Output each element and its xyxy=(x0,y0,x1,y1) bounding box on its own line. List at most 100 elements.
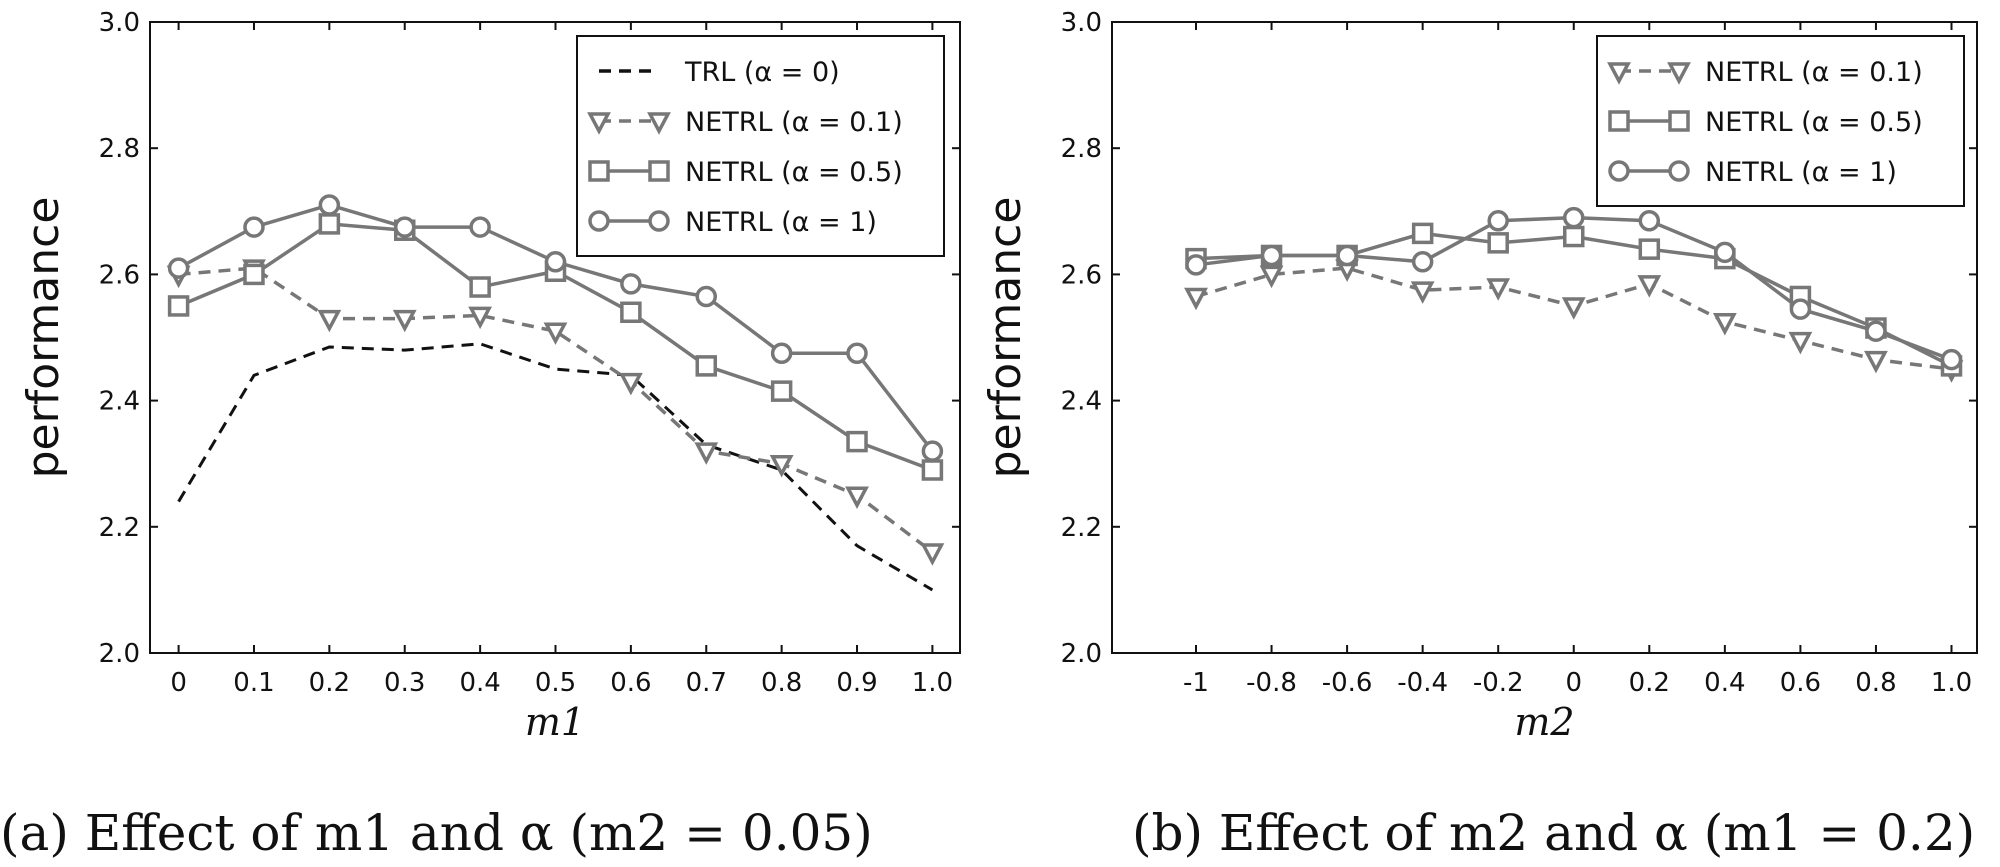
x-tick-label: 0.3 xyxy=(384,668,425,698)
marker-triangle xyxy=(1712,312,1737,336)
x-tick-label: 0.4 xyxy=(1704,668,1745,698)
marker-circle xyxy=(846,342,868,365)
x-tick-label: 0.8 xyxy=(1855,668,1896,698)
series-1 xyxy=(1184,259,1964,383)
marker-triangle xyxy=(1561,297,1586,320)
marker-triangle xyxy=(845,486,869,509)
x-tick-label: 0.7 xyxy=(686,668,727,698)
x-tick-label: 0.2 xyxy=(1629,668,1670,698)
x-tick-label: -1 xyxy=(1183,668,1209,698)
x-tick-label: 0.9 xyxy=(836,668,877,698)
marker-circle xyxy=(1789,298,1812,320)
marker-triangle xyxy=(392,309,417,333)
series-2 xyxy=(166,259,945,566)
marker-triangle xyxy=(1788,331,1813,355)
marker-triangle xyxy=(920,543,945,566)
marker-triangle xyxy=(1607,62,1631,85)
marker-square xyxy=(1411,222,1434,245)
legend-label: NETRL (α = 0.1) xyxy=(1705,57,1923,88)
x-tick-label: 0.4 xyxy=(459,668,500,698)
x-tick-label: 1.0 xyxy=(912,668,953,698)
x-tick-label: -0.4 xyxy=(1397,668,1448,698)
marker-triangle xyxy=(1184,287,1208,311)
marker-square xyxy=(1487,232,1509,254)
marker-triangle xyxy=(1637,275,1662,298)
y-tick-label: 2.0 xyxy=(99,639,140,669)
y-tick-label: 2.8 xyxy=(99,134,140,164)
x-tick-label: -0.6 xyxy=(1322,668,1373,698)
y-tick-label: 2.0 xyxy=(1061,639,1102,669)
marker-triangle xyxy=(1864,350,1888,374)
marker-circle xyxy=(1185,254,1207,276)
y-tick-label: 2.4 xyxy=(1061,387,1102,417)
marker-square xyxy=(1668,110,1690,132)
marker-square xyxy=(243,263,265,286)
marker-circle xyxy=(648,210,670,232)
legend-label: NETRL (α = 0.1) xyxy=(685,107,903,138)
y-tick-label: 2.4 xyxy=(99,387,140,417)
y-tick-label: 2.2 xyxy=(99,513,140,543)
series-1 xyxy=(177,342,934,592)
marker-square xyxy=(469,276,491,298)
x-tick-label: 0.2 xyxy=(309,668,350,698)
marker-circle xyxy=(544,251,567,273)
x-tick-label: 0 xyxy=(170,668,187,698)
caption: (b) Effect of m2 and α (m1 = 0.2) xyxy=(1132,804,1975,862)
marker-square xyxy=(648,160,670,182)
marker-circle xyxy=(167,257,190,279)
marker-triangle xyxy=(1259,265,1284,289)
y-tick-label: 3.0 xyxy=(99,8,140,38)
x-tick-label: 0 xyxy=(1565,668,1582,698)
marker-square xyxy=(167,295,190,317)
marker-triangle xyxy=(1410,281,1435,304)
marker-triangle xyxy=(647,112,671,135)
y-tick-label: 2.6 xyxy=(1061,260,1102,290)
y-tick-label: 2.6 xyxy=(99,260,140,290)
marker-circle xyxy=(393,216,416,238)
marker-circle xyxy=(1668,160,1690,182)
marker-square xyxy=(620,301,642,324)
marker-square xyxy=(1563,225,1585,248)
x-tick-label: 0.6 xyxy=(1780,668,1821,698)
marker-triangle xyxy=(618,372,643,396)
x-tick-label: 1.0 xyxy=(1931,668,1972,698)
marker-triangle xyxy=(1667,62,1691,85)
marker-triangle xyxy=(769,454,794,478)
marker-triangle xyxy=(1486,278,1511,301)
marker-circle xyxy=(243,216,265,238)
x-tick-label: -0.2 xyxy=(1473,668,1524,698)
marker-circle xyxy=(1411,251,1434,273)
series-3 xyxy=(1185,206,1963,371)
marker-circle xyxy=(1487,210,1509,232)
y-axis-label: performance xyxy=(18,197,69,479)
marker-circle xyxy=(770,342,793,365)
marker-square xyxy=(695,355,718,377)
marker-triangle xyxy=(468,306,493,330)
marker-circle xyxy=(1714,241,1736,264)
marker-triangle xyxy=(694,442,719,465)
x-tick-label: 0.5 xyxy=(535,668,576,698)
marker-circle xyxy=(620,273,642,295)
plot-frame xyxy=(1111,21,1978,654)
marker-circle xyxy=(1260,244,1283,267)
marker-circle xyxy=(588,210,610,232)
legend-label: TRL (α = 0) xyxy=(684,57,840,88)
x-tick-label: 0.1 xyxy=(233,668,274,698)
marker-square xyxy=(1608,110,1630,132)
marker-circle xyxy=(469,216,491,238)
marker-square xyxy=(318,213,341,235)
x-tick-label: -0.8 xyxy=(1246,668,1297,698)
marker-square xyxy=(921,459,944,481)
legend: NETRL (α = 0.1) NETRL (α = 0.5) NETRL (α =… xyxy=(1596,35,1965,207)
caption: (a) Effect of m1 and α (m2 = 0.05) xyxy=(0,804,873,862)
series-line xyxy=(178,266,934,554)
legend: TRL (α = 0) NETRL (α = 0.1) NETRL (α = 0.5… xyxy=(576,35,945,257)
marker-circle xyxy=(695,285,718,308)
series-4 xyxy=(167,194,944,462)
x-axis-label: m2 xyxy=(1514,700,1574,744)
legend-label: NETRL (α = 0.5) xyxy=(685,157,903,188)
x-tick-label: 0.8 xyxy=(761,668,802,698)
marker-triangle xyxy=(317,309,342,333)
y-tick-label: 2.8 xyxy=(1061,134,1102,164)
